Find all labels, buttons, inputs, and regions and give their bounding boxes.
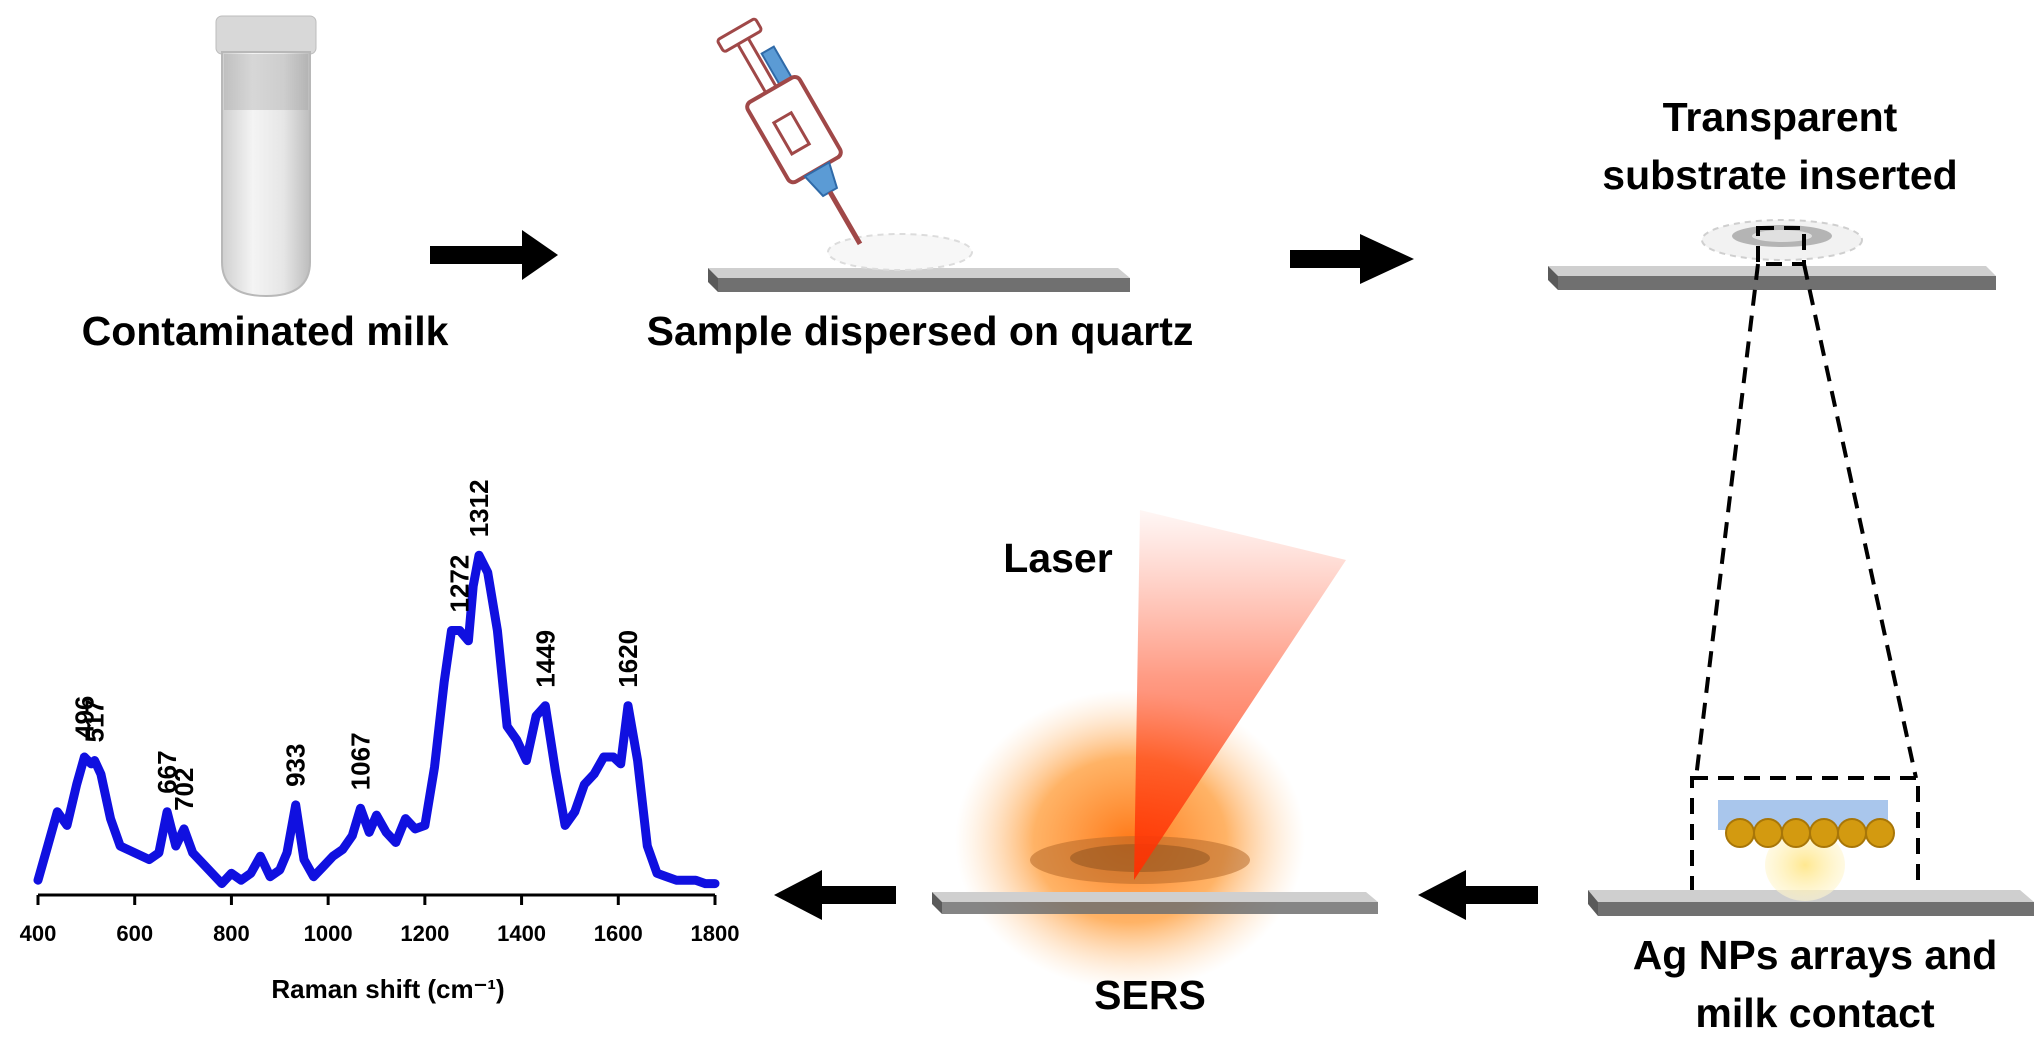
- step-label-contaminated-milk: Contaminated milk: [81, 308, 449, 354]
- peak-label: 1312: [464, 479, 494, 537]
- arrow-left-2: [774, 870, 896, 920]
- x-tick-label: 1600: [594, 921, 643, 946]
- quartz-plate-1: [708, 268, 1130, 292]
- x-tick-label: 1800: [691, 921, 740, 946]
- laser-beam-icon: [1134, 510, 1346, 880]
- x-axis-title: Raman shift (cm⁻¹): [271, 974, 504, 1004]
- x-tick-label: 400: [20, 921, 57, 946]
- arrow-left-1: [1418, 870, 1538, 920]
- arrow-right-2: [1290, 234, 1414, 284]
- peak-label: 1620: [613, 630, 643, 688]
- peak-label: 1449: [530, 630, 560, 688]
- transparent-substrate-icon: [1701, 219, 1863, 261]
- step-label-ag-nps-line2: milk contact: [1695, 990, 1935, 1036]
- step-label-sers: SERS: [1094, 972, 1206, 1018]
- step-label-sample-dispersed: Sample dispersed on quartz: [646, 308, 1194, 354]
- step-label-transparent-line2: substrate inserted: [1602, 152, 1958, 198]
- peak-label: 667: [152, 750, 182, 793]
- pipette-icon: [716, 17, 863, 246]
- x-tick-label: 1200: [400, 921, 449, 946]
- x-tick-label: 800: [213, 921, 250, 946]
- peak-label: 517: [80, 699, 110, 742]
- arrow-right-1: [430, 230, 558, 280]
- peak-label: 1067: [346, 732, 376, 790]
- step-label-ag-nps-line1: Ag NPs arrays and: [1632, 932, 1998, 978]
- x-tick-label: 1400: [497, 921, 546, 946]
- peak-label: 496: [69, 696, 99, 739]
- x-tick-label: 1000: [304, 921, 353, 946]
- spectrum-line: [33, 550, 720, 889]
- raman-spectrum-chart: 400 600 800 1000 1200 1400 1600 1800 Raman shif…: [20, 479, 740, 1004]
- quartz-plate-2: [1548, 266, 1996, 290]
- x-axis-ticks: 400 600 800 1000 1200 1400 1600 1800: [20, 895, 740, 946]
- milk-tube-icon: [215, 15, 317, 298]
- ag-nanoparticles-icon: [1725, 818, 1895, 848]
- milk-droplet-1: [827, 233, 973, 271]
- peak-label: 933: [281, 744, 311, 787]
- peak-label: 1272: [445, 555, 475, 613]
- x-tick-label: 600: [116, 921, 153, 946]
- peak-label: 702: [169, 768, 199, 811]
- step-label-transparent-line1: Transparent: [1662, 94, 1898, 140]
- laser-label: Laser: [1003, 535, 1113, 581]
- quartz-plate-4: [932, 892, 1378, 914]
